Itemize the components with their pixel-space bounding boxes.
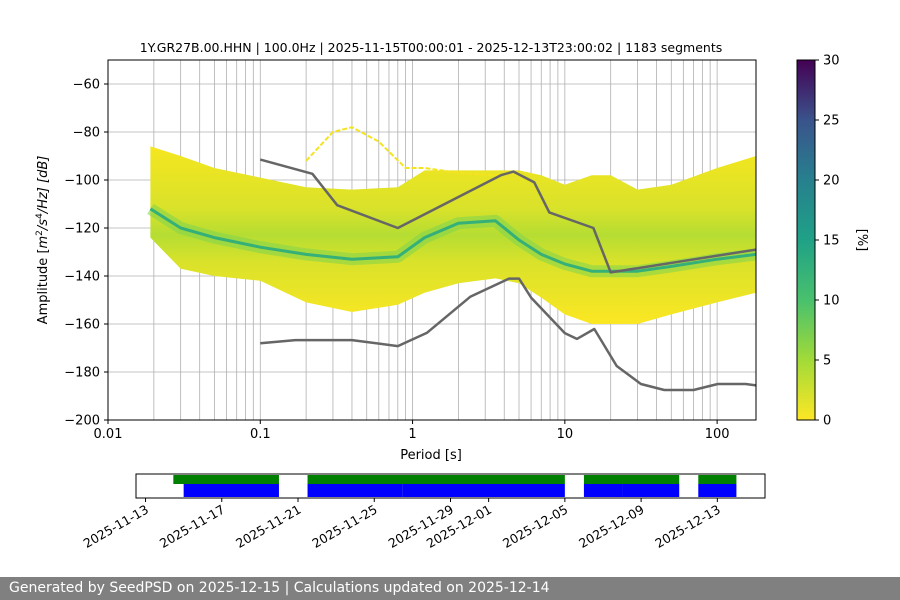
- x-tick-label: 0.01: [94, 427, 123, 442]
- noise-model-nhnm: [259, 158, 756, 274]
- noise-model-lines: [259, 158, 756, 392]
- timeline-available-bar: [307, 475, 565, 484]
- timeline-psd-bar: [307, 484, 403, 497]
- colorbar-tick-label: 20: [823, 174, 840, 189]
- x-axis-ticks: 0.01 0.1 1 10 100: [94, 420, 730, 442]
- x-tick-label: 1: [408, 427, 416, 442]
- psd-probability-band: [147, 126, 756, 324]
- chart-title: 1Y.GR27B.00.HHN | 100.0Hz | 2025-11-15T0…: [140, 40, 723, 55]
- y-tick-label: −120: [64, 222, 100, 237]
- x-tick-label: 0.1: [250, 427, 271, 442]
- timeline-bars: [173, 475, 737, 497]
- footer-text: Generated by SeedPSD on 2025-12-15 | Cal…: [9, 580, 550, 596]
- colorbar: [796, 59, 816, 421]
- timeline-available-bar: [583, 475, 680, 484]
- y-axis-label: Amplitude [m2/s4/Hz] [dB]: [35, 156, 51, 325]
- x-tick-label: 10: [557, 427, 574, 442]
- x-tick-label: 100: [705, 427, 730, 442]
- psd-figure: 1Y.GR27B.00.HHN | 100.0Hz | 2025-11-15T0…: [35, 40, 869, 551]
- date-tick-label: 2025-11-17: [157, 502, 227, 551]
- psd-band-area: [150, 146, 756, 324]
- y-tick-label: −200: [64, 414, 100, 429]
- y-tick-label: −100: [64, 174, 100, 189]
- date-tick-label: 2025-11-21: [233, 502, 303, 551]
- psd-outlier-curve: [305, 126, 520, 177]
- timeline-psd-bar: [622, 484, 680, 497]
- colorbar-ticks: 0 5 10 15 20 25 30: [815, 54, 840, 429]
- date-tick-label: 2025-12-09: [576, 502, 646, 551]
- timeline-psd-bar: [183, 484, 279, 497]
- date-tick-label: 2025-11-13: [81, 502, 151, 551]
- y-tick-label: −180: [64, 366, 100, 381]
- timeline-available-bar: [698, 475, 737, 484]
- colorbar-tick-label: 5: [823, 354, 831, 369]
- timeline-psd-bar: [698, 484, 737, 497]
- timeline-psd-bar: [402, 484, 565, 497]
- psd-mode-line: [149, 207, 756, 273]
- timeline-available-bar: [173, 475, 279, 484]
- colorbar-tick-label: 15: [823, 234, 840, 249]
- timeline-date-ticks: 2025-11-13 2025-11-17 2025-11-21 2025-11-25…: [81, 498, 723, 551]
- plot-frame: [107, 59, 757, 421]
- y-tick-label: −80: [73, 126, 100, 141]
- timeline-psd-bar: [583, 484, 623, 497]
- noise-model-nlnm: [260, 277, 756, 392]
- date-tick-label: 2025-12-05: [500, 502, 570, 551]
- colorbar-tick-label: 0: [823, 414, 831, 429]
- y-tick-label: −60: [73, 78, 100, 93]
- footer-bar: Generated by SeedPSD on 2025-12-15 | Cal…: [0, 577, 900, 600]
- date-tick-label: 2025-12-13: [652, 502, 722, 551]
- colorbar-tick-label: 10: [823, 294, 840, 309]
- y-axis-ticks: −200 −180 −160 −140 −120 −100 −80 −60: [64, 78, 108, 429]
- colorbar-tick-label: 30: [823, 54, 840, 69]
- date-tick-label: 2025-11-25: [309, 502, 379, 551]
- colorbar-label: [%]: [854, 229, 869, 252]
- y-tick-label: −140: [64, 270, 100, 285]
- colorbar-tick-label: 25: [823, 114, 840, 129]
- x-axis-label: Period [s]: [400, 448, 462, 463]
- y-tick-label: −160: [64, 318, 100, 333]
